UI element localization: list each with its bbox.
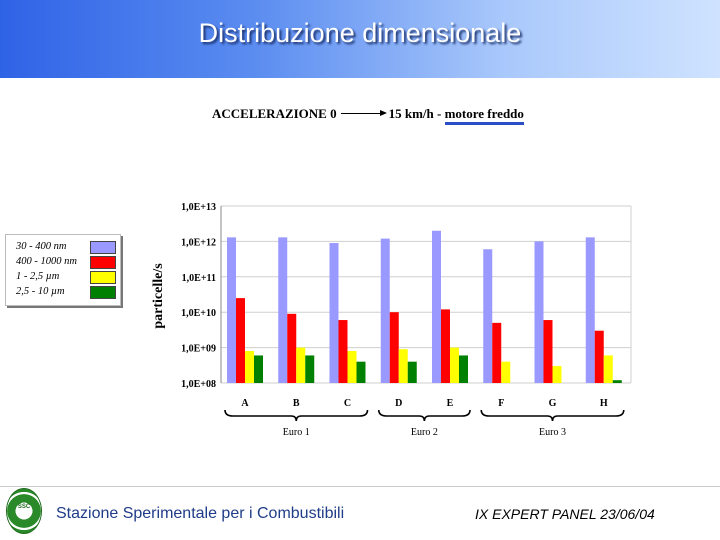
legend-label: 1 - 2,5 µm: [16, 271, 60, 282]
legend-label: 2,5 - 10 µm: [16, 286, 65, 297]
x-tick-label: C: [344, 398, 351, 409]
group-brace: [480, 409, 625, 422]
chart-legend: 30 - 400 nm 400 - 1000 nm 1 - 2,5 µm 2,5…: [5, 234, 121, 306]
bar: [407, 361, 417, 383]
legend-swatch: [90, 256, 116, 269]
bar: [534, 241, 544, 383]
bar: [483, 249, 493, 383]
legend-item: 1 - 2,5 µm: [16, 270, 120, 285]
legend-swatch: [90, 241, 116, 254]
bar: [287, 313, 297, 383]
y-tick-label: 1,0E+12: [181, 237, 216, 248]
y-tick-label: 1,0E+10: [181, 308, 216, 319]
footer-divider: [0, 486, 720, 487]
chart-title: ACCELERAZIONE 0 15 km/h - motore freddo: [212, 106, 524, 125]
y-tick-label: 1,0E+11: [182, 273, 216, 284]
bar: [459, 355, 468, 383]
group-label: Euro 1: [283, 427, 310, 438]
bar: [612, 380, 622, 383]
bar: [398, 349, 408, 383]
logo-mark: SSC: [17, 504, 31, 510]
group-label: Euro 2: [411, 427, 438, 438]
x-tick-label: F: [498, 398, 504, 409]
x-tick-label: G: [549, 398, 557, 409]
legend-label: 30 - 400 nm: [16, 241, 67, 252]
bar: [329, 243, 339, 383]
footer-event: IX EXPERT PANEL 23/06/04: [475, 506, 655, 522]
slide-title: Distribuzione dimensionale: [198, 18, 522, 48]
legend-label: 400 - 1000 nm: [16, 256, 77, 267]
bar: [450, 347, 459, 383]
y-axis-label: particelle/s: [151, 263, 166, 329]
bar: [552, 366, 562, 383]
y-tick-label: 1,0E+09: [181, 344, 216, 355]
legend-item: 400 - 1000 nm: [16, 255, 120, 270]
legend-swatch: [90, 271, 116, 284]
bar: [347, 351, 357, 383]
bar: [603, 355, 613, 383]
legend-item: 30 - 400 nm: [16, 240, 120, 255]
bar: [501, 361, 511, 383]
bar: [356, 361, 366, 383]
x-tick-label: D: [395, 398, 402, 409]
arrow-icon: [340, 109, 387, 116]
legend-item: 2,5 - 10 µm: [16, 285, 120, 300]
footer-institution: Stazione Sperimentale per i Combustibili: [56, 505, 345, 522]
x-tick-label: E: [447, 398, 454, 409]
group-brace: [377, 409, 471, 422]
legend-swatch: [90, 286, 116, 299]
group-label: Euro 3: [539, 427, 566, 438]
x-tick-label: H: [600, 398, 608, 409]
bar: [305, 355, 315, 383]
x-tick-label: A: [241, 398, 249, 409]
group-brace: [224, 409, 369, 422]
bar: [585, 237, 595, 383]
bar: [543, 320, 553, 383]
bar: [441, 309, 450, 383]
bar: [492, 322, 502, 383]
bar: [278, 237, 288, 383]
bar: [245, 351, 254, 383]
bar: [389, 312, 399, 383]
y-tick-label: 1,0E+13: [181, 202, 216, 213]
bar: [432, 230, 441, 383]
bar: [254, 355, 263, 383]
bar: [594, 330, 604, 383]
chart-title-right: 15 km/h -: [388, 106, 445, 121]
title-banner: Distribuzione dimensionale: [0, 0, 720, 78]
bar: [236, 298, 245, 383]
ssc-logo: SSC: [6, 488, 42, 534]
chart-title-left: ACCELERAZIONE 0: [212, 106, 337, 121]
x-tick-label: B: [293, 398, 300, 409]
bar: [338, 320, 348, 383]
chart-title-underlined: motore freddo: [444, 106, 524, 125]
bar: [227, 237, 236, 383]
bar: [380, 238, 390, 383]
bar: [296, 347, 306, 383]
y-tick-label: 1,0E+08: [181, 379, 216, 390]
